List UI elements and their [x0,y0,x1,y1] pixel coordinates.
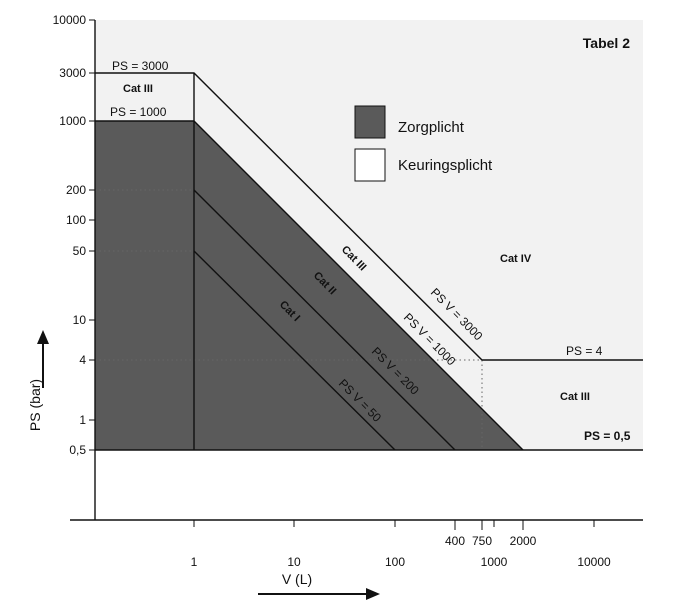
label-cat-iii-right: Cat III [560,391,590,403]
label-cat-iv: Cat IV [500,253,532,265]
legend-label-keuringsplicht: Keuringsplicht [398,157,493,174]
y-tick-label: 0,5 [69,443,86,457]
x-minor-tick-label: 400 [445,534,465,548]
line-ps-3000 [95,72,643,361]
label-cat-iii-top: Cat III [123,83,153,95]
guide-lines [95,189,483,450]
x-axis-arrowhead [366,588,380,600]
legend-label-zorgplicht: Zorgplicht [398,119,465,136]
y-tick-label: 50 [73,244,87,258]
label-ps-0-5: PS = 0,5 [584,429,631,443]
x-tick-label: 1000 [481,555,508,569]
y-tick-label: 200 [66,183,86,197]
x-axis-title: V (L) [282,571,312,587]
y-tick-label: 1 [79,413,86,427]
label-ps-1000: PS = 1000 [110,105,167,119]
line-psv-200 [193,189,456,451]
x-tick-label: 100 [385,555,405,569]
y-tick-label: 1000 [59,114,86,128]
x-tick-label: 10000 [577,555,611,569]
y-tick-label: 100 [66,213,86,227]
legend-swatch-zorgplicht [354,105,386,139]
legend-swatch-keuringsplicht [354,148,386,182]
x-tick-label: 10 [287,555,301,569]
y-tick-label: 10000 [53,13,87,27]
line-psv-50 [193,250,396,451]
zorgplicht-region [95,121,523,450]
x-minor-tick-label: 2000 [510,534,537,548]
y-tick-label: 10 [73,313,87,327]
line-psv-1000 [193,120,524,451]
y-axis-arrowhead [37,330,49,344]
label-ps-4: PS = 4 [566,344,603,358]
x-tick-label: 1 [191,555,198,569]
y-tick-label: 4 [79,353,86,367]
x-tick-labels: 1 10 100 1000 10000 400 750 2000 [191,534,611,569]
label-ps-3000: PS = 3000 [112,59,169,73]
y-tick-label: 3000 [59,66,86,80]
y-tick-marks [89,19,95,451]
chart-title: Tabel 2 [583,35,630,51]
x-tick-marks [193,520,595,530]
y-tick-labels: 10000 3000 1000 200 100 50 10 4 1 0,5 [53,13,87,457]
x-minor-tick-label: 750 [472,534,492,548]
y-axis-title: PS (bar) [27,379,43,431]
boundary-lines [95,72,643,451]
